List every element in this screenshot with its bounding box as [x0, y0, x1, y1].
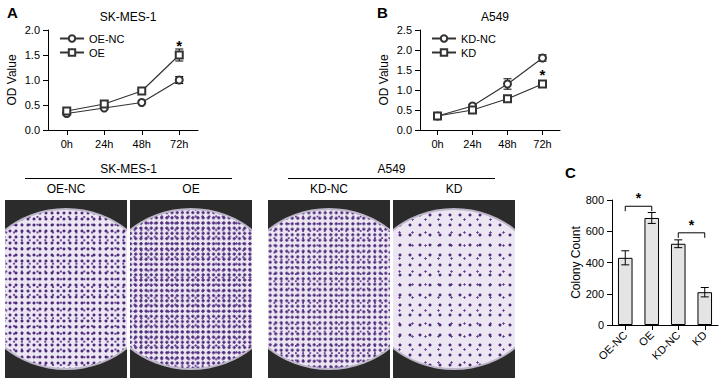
svg-text:B: B	[377, 4, 388, 21]
svg-text:0.0: 0.0	[25, 124, 40, 136]
svg-text:0.5: 0.5	[397, 104, 412, 116]
svg-text:KD: KD	[461, 47, 476, 59]
svg-text:A: A	[7, 4, 18, 21]
svg-text:0h: 0h	[61, 138, 73, 150]
svg-text:72h: 72h	[170, 138, 188, 150]
svg-text:Colony Count: Colony Count	[569, 225, 583, 298]
svg-text:0.0: 0.0	[397, 124, 412, 136]
svg-text:A549: A549	[481, 10, 509, 24]
svg-text:2.5: 2.5	[397, 24, 412, 36]
svg-text:24h: 24h	[95, 138, 113, 150]
svg-text:1.0: 1.0	[397, 84, 412, 96]
svg-text:*: *	[689, 217, 695, 233]
svg-text:0.5: 0.5	[25, 99, 40, 111]
html-text:OE-NC: OE-NC	[46, 182, 86, 196]
svg-text:KD: KD	[690, 329, 709, 348]
svg-text:KD-NC: KD-NC	[649, 329, 682, 362]
svg-text:*: *	[176, 37, 182, 54]
html-text:OE: OE	[182, 182, 200, 196]
html-text:SK-MES-1: SK-MES-1	[100, 162, 157, 176]
svg-text:SK-MES-1: SK-MES-1	[100, 10, 157, 24]
svg-text:400: 400	[586, 257, 604, 269]
svg-text:200: 200	[586, 288, 604, 300]
svg-text:OD Value: OD Value	[5, 54, 19, 105]
html-text:A549: A549	[377, 162, 406, 176]
svg-text:0h: 0h	[431, 138, 443, 150]
svg-text:24h: 24h	[463, 138, 481, 150]
svg-text:KD-NC: KD-NC	[461, 33, 496, 45]
svg-text:C: C	[565, 164, 576, 181]
svg-text:72h: 72h	[533, 138, 551, 150]
html-text:KD: KD	[445, 182, 463, 196]
svg-text:0: 0	[598, 319, 604, 331]
svg-text:*: *	[540, 66, 546, 83]
svg-text:2.0: 2.0	[25, 24, 40, 36]
svg-text:800: 800	[586, 194, 604, 206]
svg-text:48h: 48h	[498, 138, 516, 150]
svg-text:*: *	[636, 190, 642, 206]
svg-text:2.0: 2.0	[397, 44, 412, 56]
svg-text:OE-NC: OE-NC	[89, 33, 125, 45]
svg-text:1.5: 1.5	[397, 64, 412, 76]
svg-text:1.0: 1.0	[25, 74, 40, 86]
svg-text:OE-NC: OE-NC	[596, 329, 630, 363]
svg-text:OD Value: OD Value	[377, 54, 391, 105]
svg-text:OE: OE	[636, 329, 656, 349]
svg-text:600: 600	[586, 225, 604, 237]
html-text:KD-NC: KD-NC	[310, 182, 348, 196]
svg-text:OE: OE	[89, 47, 105, 59]
svg-text:1.5: 1.5	[25, 49, 40, 61]
svg-text:48h: 48h	[133, 138, 151, 150]
